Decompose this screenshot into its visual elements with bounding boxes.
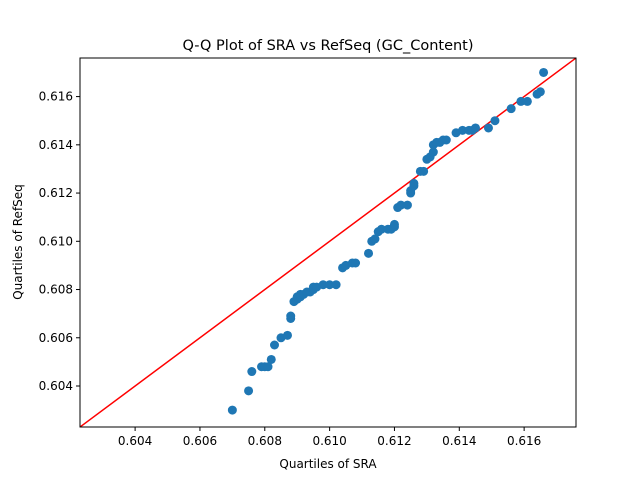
data-point [325,280,335,290]
data-point [516,96,526,106]
x-tick-label: 0.604 [118,434,152,448]
chart-title: Q-Q Plot of SRA vs RefSeq (GC_Content) [182,38,473,54]
data-point [244,386,254,396]
x-tick-label: 0.612 [377,434,411,448]
x-tick-label: 0.606 [183,434,217,448]
data-point [286,311,296,321]
data-point [270,340,280,350]
data-point [376,224,386,234]
data-point [409,178,419,188]
data-point [331,280,341,290]
y-axis-label: Quartiles of RefSeq [11,184,25,300]
data-point [539,67,549,77]
y-tick-label: 0.616 [39,90,73,104]
data-point [318,280,328,290]
x-tick-label: 0.610 [312,434,346,448]
data-point [263,362,273,372]
data-point [396,200,406,210]
data-point [364,248,374,258]
data-point [471,123,481,133]
x-tick-label: 0.614 [442,434,476,448]
data-point [370,234,380,244]
y-tick-label: 0.612 [39,186,73,200]
data-point [351,258,361,268]
data-point [522,96,532,106]
data-point [490,116,500,126]
y-tick-label: 0.606 [39,331,73,345]
x-tick-label: 0.608 [248,434,282,448]
data-point [389,219,399,229]
y-tick-label: 0.608 [39,283,73,297]
data-point [458,125,468,135]
data-point [266,354,276,364]
data-point [402,200,412,210]
data-point [247,367,257,377]
data-point [535,87,545,97]
plot-frame [79,57,577,428]
y-tick-label: 0.604 [39,379,73,393]
x-tick-label: 0.616 [507,434,541,448]
x-axis-label: Quartiles of SRA [279,457,377,471]
data-point [441,135,451,145]
y-tick-label: 0.614 [39,138,73,152]
data-point [428,147,438,157]
data-point [282,330,292,340]
data-point [483,123,493,133]
y-tick-label: 0.610 [39,234,73,248]
data-point [419,166,429,176]
data-point [506,104,516,114]
data-point [227,405,237,415]
